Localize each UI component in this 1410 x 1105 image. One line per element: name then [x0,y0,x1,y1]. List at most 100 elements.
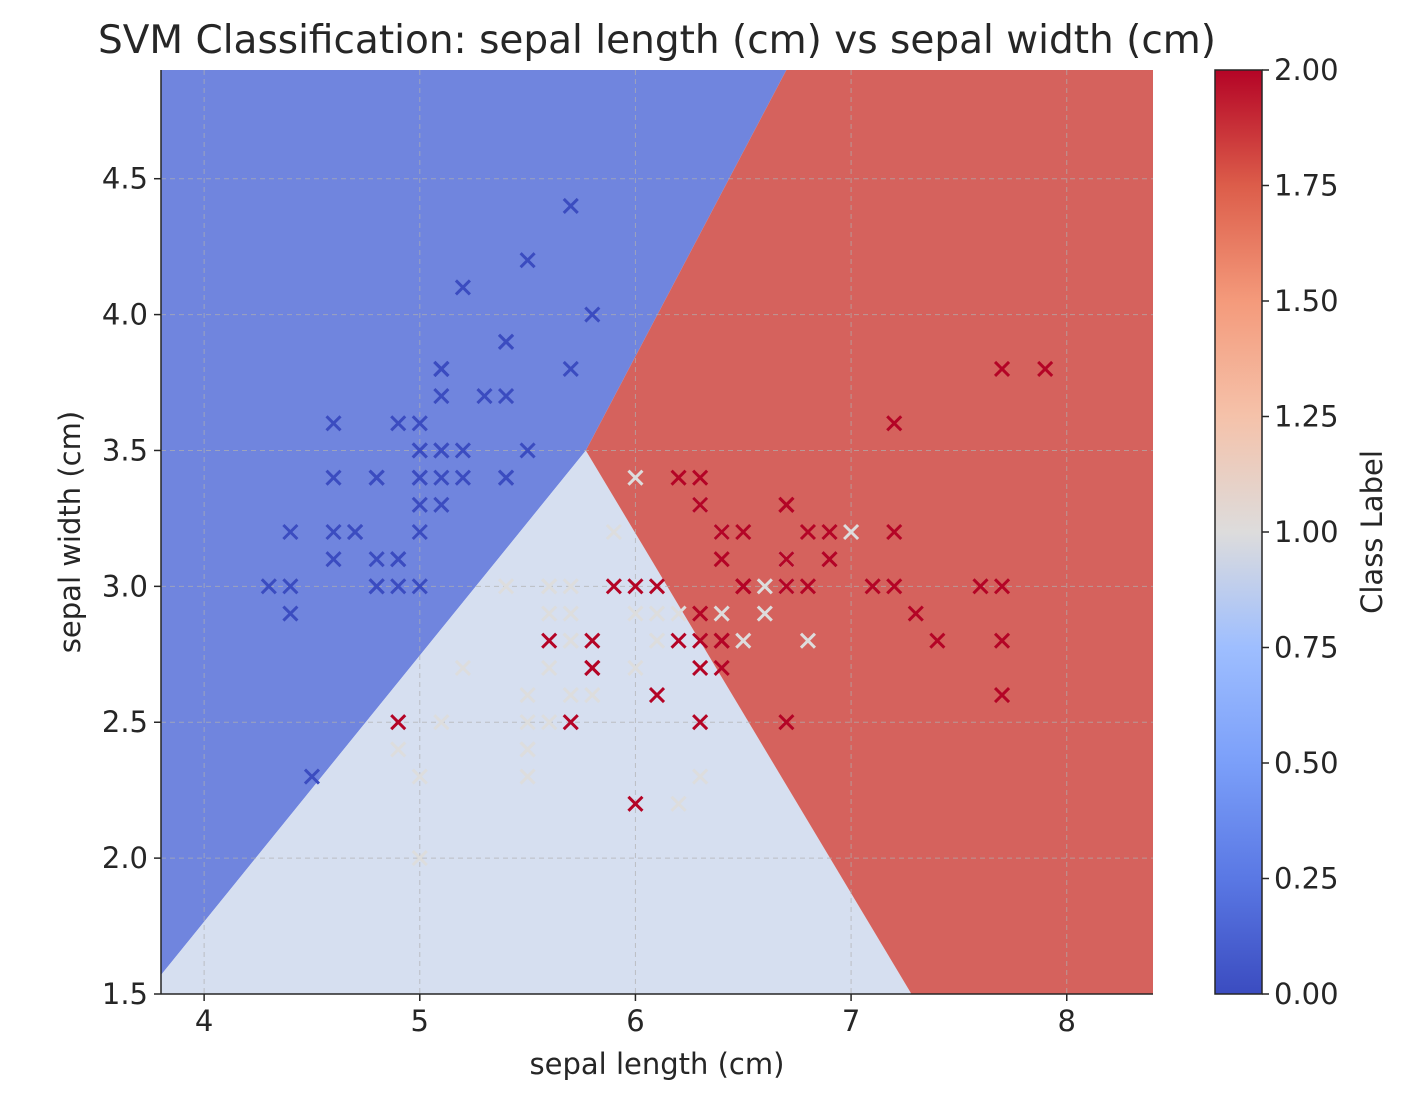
point-class-2 [886,523,903,541]
point-class-0 [325,551,342,568]
point-class-0 [303,768,321,785]
point-class-2 [713,523,730,541]
point-class-0 [433,442,450,459]
point-class-2 [670,632,687,649]
point-class-1 [411,768,428,785]
point-class-0 [497,388,515,405]
point-class-1 [648,632,666,649]
point-class-2 [972,578,989,595]
point-class-2 [778,578,795,595]
axes: 4 5 6 7 8 1.5 2.0 2.5 3.0 3.5 4.0 4.5 [102,70,1153,1038]
point-class-1 [519,768,536,785]
y-tick-label: 3.5 [102,433,148,467]
x-tick-label: 7 [842,1004,860,1038]
point-class-2 [648,686,666,704]
point-class-1 [627,659,644,676]
point-class-0 [519,252,536,269]
point-class-2 [735,578,752,595]
colorbar-tick-label: 2.00 [1274,53,1339,87]
point-class-2 [713,551,730,568]
point-class-2 [886,415,903,432]
point-class-2 [993,632,1011,649]
point-class-2 [907,605,924,622]
point-class-2 [993,360,1011,378]
point-class-2 [584,632,601,649]
point-class-2 [692,605,709,622]
point-class-1 [541,714,558,731]
point-class-1 [411,850,428,867]
point-class-0 [282,578,299,595]
point-class-1 [390,741,407,758]
point-class-0 [411,469,428,486]
point-class-1 [627,469,644,486]
point-class-2 [541,632,558,649]
point-class-2 [692,469,709,486]
point-class-2 [692,659,709,676]
point-class-0 [476,388,493,405]
data-points [260,197,1054,867]
x-axis-label: sepal length (cm) [530,1047,785,1081]
point-class-1 [541,605,558,622]
colorbar-tick-label: 0.00 [1274,977,1339,1011]
point-class-0 [454,469,471,486]
x-tick-label: 6 [626,1004,644,1038]
point-class-1 [519,741,536,758]
chart-title: SVM Classification: sepal length (cm) vs… [98,18,1216,63]
point-class-1 [692,768,709,785]
point-class-1 [670,795,687,812]
colorbar-tick-label: 0.75 [1274,631,1339,665]
y-tick-label: 2.5 [102,705,148,739]
point-class-1 [605,523,622,541]
point-class-0 [497,333,515,350]
point-class-1 [562,605,579,622]
point-class-1 [670,605,687,622]
point-class-2 [627,795,644,812]
point-class-0 [411,496,428,513]
point-class-2 [735,523,752,541]
point-class-2 [778,714,795,731]
point-class-0 [325,469,342,486]
point-class-1 [562,578,579,595]
x-tick-label: 4 [195,1004,213,1038]
point-class-2 [605,578,622,595]
point-class-0 [497,469,515,486]
point-class-2 [692,496,709,513]
point-class-0 [433,360,450,378]
colorbar-label: Class Label [1355,450,1389,614]
point-class-0 [411,523,428,541]
point-class-0 [282,605,299,622]
point-class-0 [282,523,299,541]
point-class-0 [433,469,450,486]
point-class-0 [325,523,342,541]
point-class-0 [454,442,471,459]
point-class-1 [756,578,773,595]
point-class-0 [368,578,385,595]
point-class-1 [497,578,515,595]
decision-regions [161,70,1153,994]
y-tick-label: 1.5 [102,977,148,1011]
point-class-0 [260,578,277,595]
point-class-1 [648,605,666,622]
colorbar-tick-label: 1.50 [1274,284,1339,318]
point-class-1 [562,686,579,704]
y-tick-label: 2.0 [102,841,148,875]
point-class-2 [821,551,838,568]
point-class-0 [411,415,428,432]
point-class-0 [368,551,385,568]
point-class-1 [519,714,536,731]
colorbar-tick-label: 0.25 [1274,862,1339,896]
point-class-2 [778,551,795,568]
point-class-2 [821,523,838,541]
point-class-1 [541,659,558,676]
point-class-0 [347,523,364,541]
point-class-2 [864,578,881,595]
point-class-2 [584,659,601,676]
point-class-0 [411,442,428,459]
point-class-2 [993,686,1011,704]
point-class-2 [692,714,709,731]
colorbar-ticks: 0.00 0.25 0.50 0.75 1.00 1.25 1.50 1.75 2.00 [1262,53,1339,1011]
point-class-0 [390,551,407,568]
point-class-1 [454,659,471,676]
point-class-1 [562,632,579,649]
